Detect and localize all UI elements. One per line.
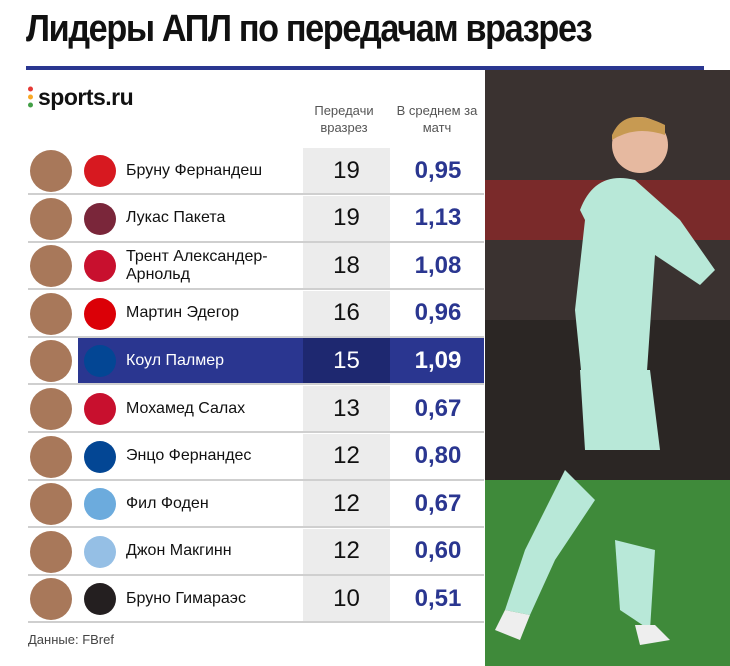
player-name: Джон Макгинн <box>126 542 232 560</box>
player-photo <box>30 197 72 240</box>
logo-mark <box>28 86 33 108</box>
passes-value: 12 <box>303 433 390 479</box>
player-name: Бруно Гимараэс <box>126 589 246 607</box>
per-match-value: 1,13 <box>414 204 462 232</box>
passes-value: 19 <box>303 148 390 193</box>
club-badge <box>84 250 116 283</box>
player-name: Мартин Эдегор <box>126 304 239 322</box>
table-row: Бруно Гимараэс 10 0,51 <box>28 576 484 624</box>
player-photo <box>30 340 72 383</box>
player-name: Трент Александер-Арнольд <box>126 247 268 283</box>
player-photo <box>30 150 72 192</box>
per-match-value: 1,09 <box>414 346 462 374</box>
player-name: Энцо Фернандес <box>126 447 252 465</box>
per-match-value: 1,08 <box>414 251 462 279</box>
passes-value: 12 <box>303 481 390 527</box>
table-row: Коул Палмер 15 1,09 <box>28 338 484 386</box>
passes-value: 19 <box>303 195 390 241</box>
club-badge <box>84 488 116 521</box>
per-match-value: 0,80 <box>414 442 462 470</box>
table-row: Трент Александер-Арнольд 18 1,08 <box>28 243 484 291</box>
passes-value: 12 <box>303 528 390 574</box>
per-match-value: 0,51 <box>414 584 462 612</box>
per-match-value: 0,67 <box>414 394 462 422</box>
club-badge <box>84 202 116 235</box>
player-photo <box>485 70 730 666</box>
passes-value: 16 <box>303 290 390 336</box>
logo: sports.ru <box>38 84 134 110</box>
club-badge <box>84 440 116 473</box>
title: Лидеры АПЛ по передачам вразрез <box>26 8 593 50</box>
player-name: Коул Палмер <box>126 351 224 369</box>
club-badge <box>84 393 116 425</box>
player-photo <box>30 292 72 335</box>
player-photo <box>30 483 72 526</box>
passes-value: 18 <box>303 243 390 289</box>
club-badge <box>84 155 116 187</box>
table-row: Энцо Фернандес 12 0,80 <box>28 433 484 481</box>
title-rule <box>26 66 704 70</box>
table-row: Бруну Фернандеш 19 0,95 <box>28 148 484 195</box>
player-name: Лукас Пакета <box>126 209 226 227</box>
player-name: Фил Фоден <box>126 494 209 512</box>
table-row: Джон Макгинн 12 0,60 <box>28 528 484 576</box>
player-photo <box>30 245 72 288</box>
table-row: Мохамед Салах 13 0,67 <box>28 386 484 433</box>
club-badge <box>84 583 116 616</box>
passes-value: 13 <box>303 386 390 431</box>
per-match-value: 0,96 <box>414 299 462 327</box>
player-photo <box>30 578 72 621</box>
highlight <box>78 338 484 384</box>
club-badge <box>84 535 116 568</box>
column-header: В среднем за матч <box>396 103 478 135</box>
player-name: Мохамед Салах <box>126 399 246 417</box>
player-photo <box>30 435 72 478</box>
table-row: Фил Фоден 12 0,67 <box>28 481 484 529</box>
per-match-value: 0,95 <box>414 156 462 184</box>
per-match-value: 0,60 <box>414 537 462 565</box>
table-row: Мартин Эдегор 16 0,96 <box>28 290 484 338</box>
passes-value: 15 <box>303 338 390 384</box>
club-badge <box>84 345 116 378</box>
source-note: Данные: FBref <box>28 632 114 647</box>
player-name: Бруну Фернандеш <box>126 161 263 179</box>
passes-value: 10 <box>303 576 390 622</box>
player-photo <box>30 530 72 573</box>
per-match-value: 0,67 <box>414 489 462 517</box>
club-badge <box>84 297 116 330</box>
player-photo <box>30 388 72 430</box>
column-header: Передачи вразрез <box>314 103 374 135</box>
table-row: Лукас Пакета 19 1,13 <box>28 195 484 243</box>
